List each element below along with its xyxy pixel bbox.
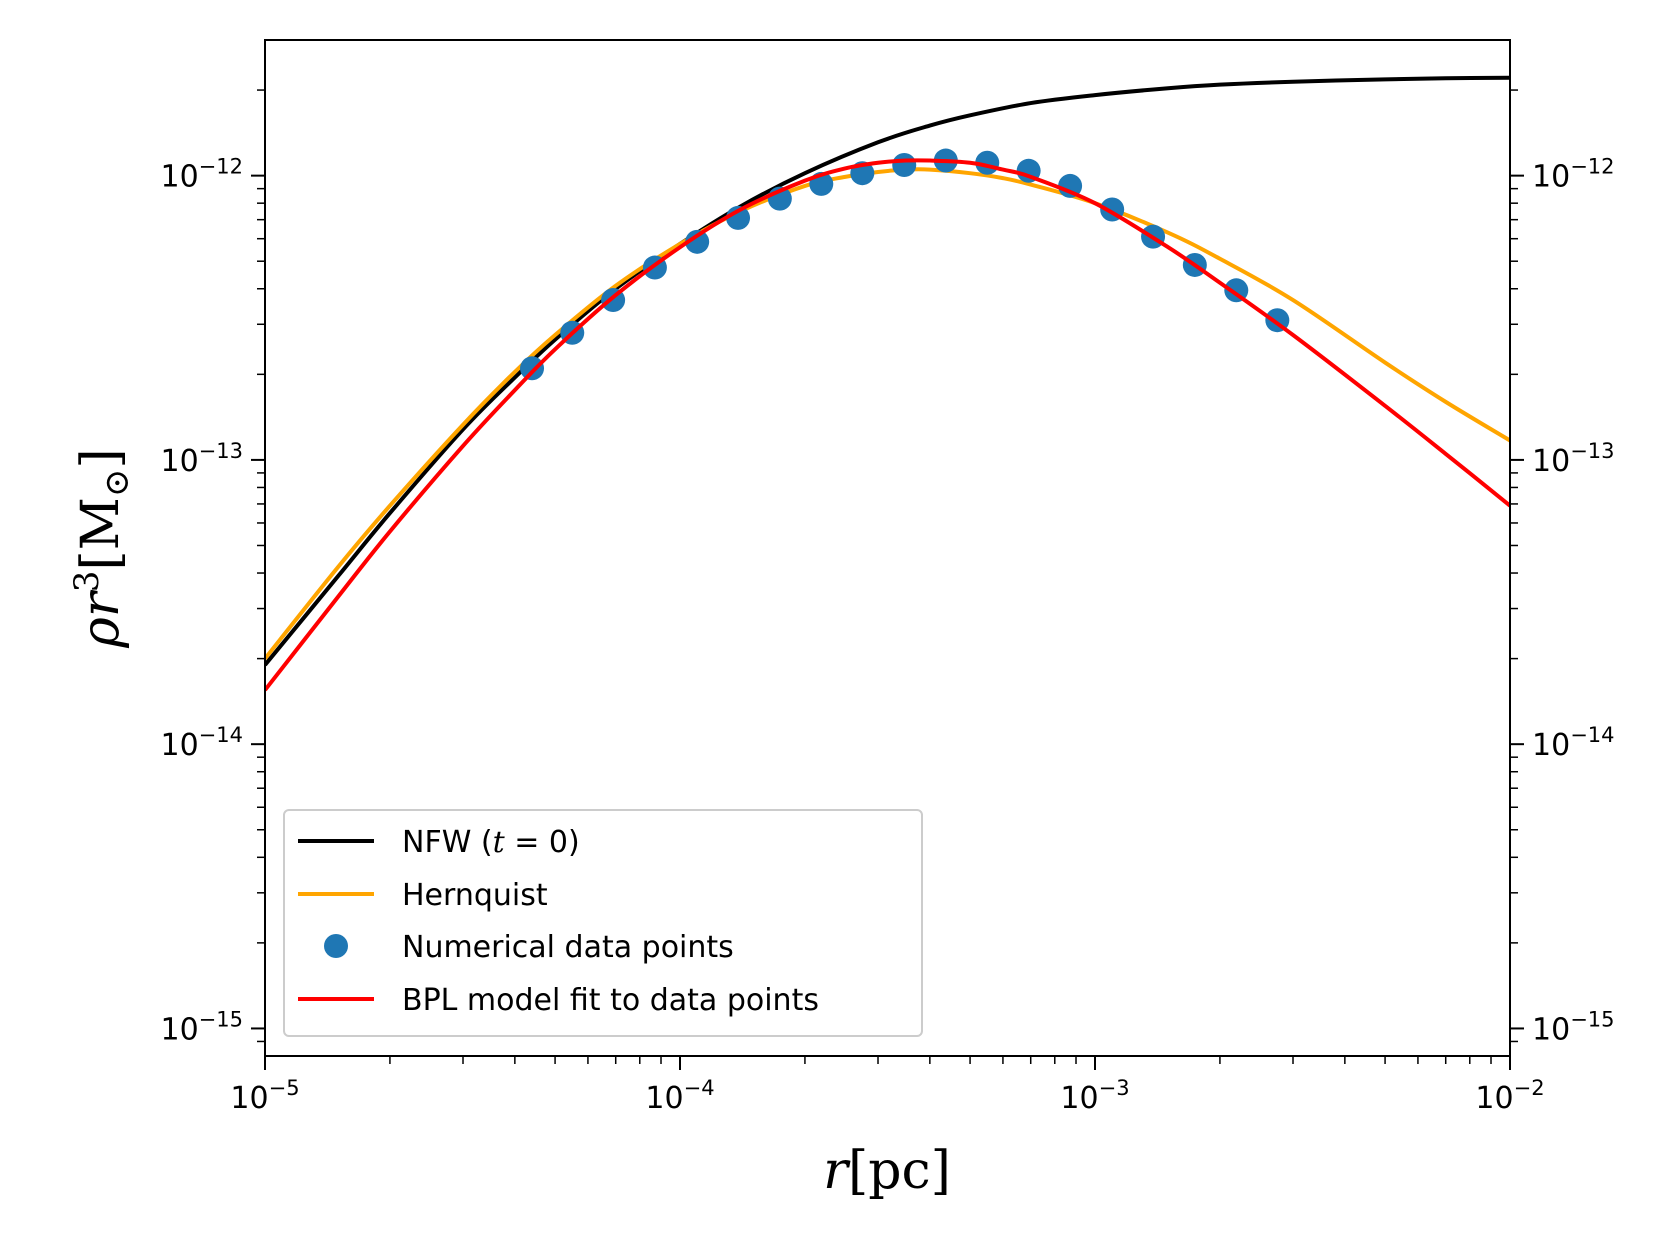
x-axis-title: r[pc] <box>823 1141 951 1201</box>
y-tick-label-right: 10−14 <box>1532 723 1615 763</box>
y-tick-label-left: 10−12 <box>160 155 243 195</box>
major-ticks <box>251 174 1524 1070</box>
legend-label-bpl: BPL model fit to data points <box>402 983 819 1018</box>
y-tick-label-right: 10−15 <box>1532 1007 1615 1047</box>
legend: NFW (t = 0) Hernquist Numerical data poi… <box>283 809 923 1037</box>
y-tick-label-right: 10−12 <box>1532 155 1615 195</box>
minor-ticks <box>257 89 1518 1064</box>
series-layer <box>265 75 1510 692</box>
x-tick-label: 10−5 <box>230 1076 299 1116</box>
data-point <box>1058 173 1083 198</box>
legend-marker-numerical <box>324 934 348 958</box>
y-tick-label-left: 10−15 <box>160 1007 243 1047</box>
series-line-bpl-model-fit-to-data-points <box>265 158 1510 692</box>
y-tick-label-right: 10−13 <box>1532 439 1615 479</box>
legend-label-nfw: NFW (t = 0) <box>402 825 580 860</box>
series-line-nfw-t-0 <box>265 75 1510 667</box>
x-tick-label: 10−4 <box>645 1076 714 1116</box>
x-tick-label: 10−2 <box>1475 1076 1544 1116</box>
legend-label-hernquist: Hernquist <box>402 878 548 913</box>
y-tick-label-left: 10−13 <box>160 439 243 479</box>
y-axis-title: ρr3[M⊙] <box>67 448 137 648</box>
data-point <box>520 356 545 381</box>
data-point <box>685 229 710 254</box>
legend-label-numerical: Numerical data points <box>402 930 734 965</box>
y-tick-label-left: 10−14 <box>160 723 243 763</box>
legend-frame <box>283 809 923 1037</box>
x-tick-label: 10−3 <box>1060 1076 1129 1116</box>
data-point <box>892 152 917 177</box>
tick-labels: 10−5 10−4 10−3 10−2 10−15 10−15 10−14 10−14 10−1… <box>160 155 1614 1116</box>
plot-frame <box>264 39 1511 1057</box>
data-point <box>726 205 751 230</box>
series-line-hernquist <box>265 167 1510 660</box>
